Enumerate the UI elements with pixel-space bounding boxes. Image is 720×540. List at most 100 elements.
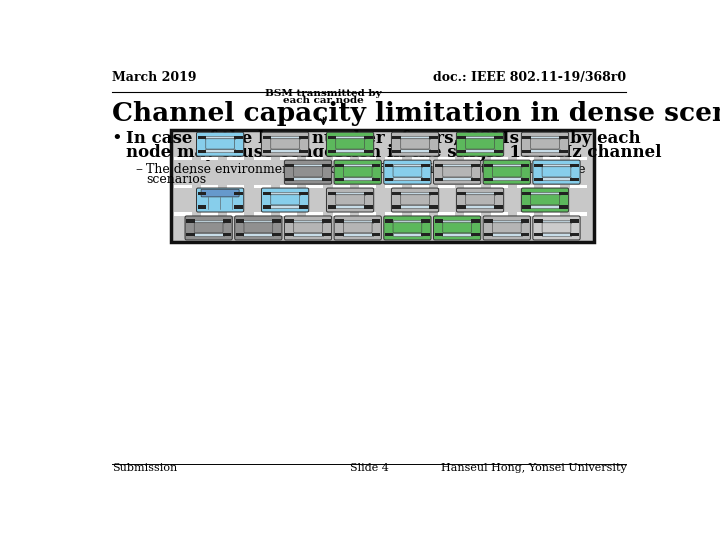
- Bar: [328, 192, 336, 194]
- FancyBboxPatch shape: [261, 132, 309, 156]
- Bar: [194, 220, 223, 223]
- Text: Channel capacity limitation in dense scenario: Channel capacity limitation in dense sce…: [112, 101, 720, 126]
- FancyBboxPatch shape: [393, 222, 422, 233]
- Bar: [234, 192, 243, 194]
- Bar: [485, 178, 493, 180]
- FancyBboxPatch shape: [343, 166, 372, 177]
- Bar: [306, 157, 323, 160]
- FancyBboxPatch shape: [185, 216, 233, 240]
- FancyBboxPatch shape: [443, 222, 472, 233]
- Bar: [222, 233, 231, 237]
- Bar: [465, 192, 495, 195]
- Bar: [385, 178, 394, 180]
- FancyBboxPatch shape: [466, 138, 495, 149]
- FancyBboxPatch shape: [334, 216, 382, 240]
- Bar: [494, 192, 503, 194]
- Bar: [392, 177, 423, 180]
- Bar: [517, 185, 534, 187]
- Bar: [490, 185, 508, 187]
- Bar: [438, 157, 455, 160]
- Bar: [457, 206, 466, 208]
- Bar: [559, 150, 567, 153]
- Text: node may cause congestion in the single 10 MHz channel: node may cause congestion in the single …: [126, 144, 661, 161]
- Bar: [492, 220, 522, 223]
- Bar: [485, 233, 493, 237]
- Bar: [570, 233, 579, 237]
- Bar: [570, 185, 587, 187]
- Bar: [364, 150, 373, 153]
- Bar: [335, 233, 343, 237]
- Bar: [299, 150, 307, 153]
- Bar: [385, 164, 394, 167]
- FancyBboxPatch shape: [433, 160, 481, 184]
- Text: Hanseul Hong, Yonsei University: Hanseul Hong, Yonsei University: [441, 463, 626, 473]
- Bar: [359, 157, 376, 160]
- Bar: [201, 185, 218, 187]
- Bar: [263, 192, 271, 194]
- FancyBboxPatch shape: [284, 160, 332, 184]
- Text: BSM transmitted by: BSM transmitted by: [265, 89, 382, 98]
- Bar: [530, 150, 560, 152]
- Bar: [359, 185, 376, 187]
- Bar: [392, 150, 401, 153]
- Bar: [385, 233, 394, 237]
- Bar: [544, 157, 560, 160]
- FancyBboxPatch shape: [284, 216, 332, 240]
- Bar: [570, 212, 587, 215]
- Bar: [517, 157, 534, 160]
- Bar: [263, 150, 271, 153]
- Bar: [541, 220, 572, 223]
- FancyBboxPatch shape: [197, 132, 244, 156]
- Bar: [372, 164, 380, 167]
- Bar: [392, 233, 423, 236]
- FancyBboxPatch shape: [334, 160, 382, 184]
- Text: –: –: [135, 163, 142, 177]
- FancyBboxPatch shape: [433, 216, 481, 240]
- Bar: [570, 157, 587, 160]
- Text: doc.: IEEE 802.11-19/368r0: doc.: IEEE 802.11-19/368r0: [433, 71, 626, 84]
- Bar: [285, 219, 294, 222]
- Bar: [299, 206, 307, 208]
- Bar: [234, 206, 243, 208]
- FancyBboxPatch shape: [244, 222, 273, 233]
- Bar: [559, 192, 567, 194]
- Bar: [322, 219, 330, 222]
- Bar: [270, 205, 300, 208]
- FancyBboxPatch shape: [492, 222, 521, 233]
- Bar: [523, 206, 531, 208]
- Bar: [336, 150, 365, 152]
- FancyBboxPatch shape: [483, 160, 531, 184]
- Text: Slide 4: Slide 4: [350, 463, 388, 473]
- Bar: [372, 233, 380, 237]
- FancyBboxPatch shape: [384, 160, 431, 184]
- Bar: [201, 157, 218, 160]
- Bar: [336, 137, 365, 139]
- Bar: [429, 150, 438, 153]
- Bar: [471, 178, 480, 180]
- Bar: [392, 136, 401, 139]
- Bar: [270, 192, 300, 195]
- Bar: [421, 233, 430, 237]
- Bar: [364, 192, 373, 194]
- FancyBboxPatch shape: [533, 160, 580, 184]
- Bar: [429, 206, 438, 208]
- FancyBboxPatch shape: [521, 188, 569, 212]
- Bar: [293, 177, 323, 180]
- Text: The dense environment includes traffic jam, intersection and tollgate: The dense environment includes traffic j…: [145, 163, 585, 176]
- Bar: [523, 150, 531, 153]
- Bar: [534, 233, 543, 237]
- Bar: [457, 192, 466, 194]
- Bar: [197, 206, 206, 208]
- Bar: [293, 164, 323, 167]
- Bar: [392, 220, 423, 223]
- Bar: [228, 157, 244, 160]
- FancyBboxPatch shape: [384, 216, 431, 240]
- Bar: [205, 150, 235, 152]
- Bar: [343, 233, 372, 236]
- Bar: [335, 164, 343, 167]
- Bar: [442, 220, 472, 223]
- Bar: [293, 220, 323, 223]
- Bar: [544, 185, 560, 187]
- Bar: [544, 212, 560, 215]
- Bar: [234, 150, 243, 153]
